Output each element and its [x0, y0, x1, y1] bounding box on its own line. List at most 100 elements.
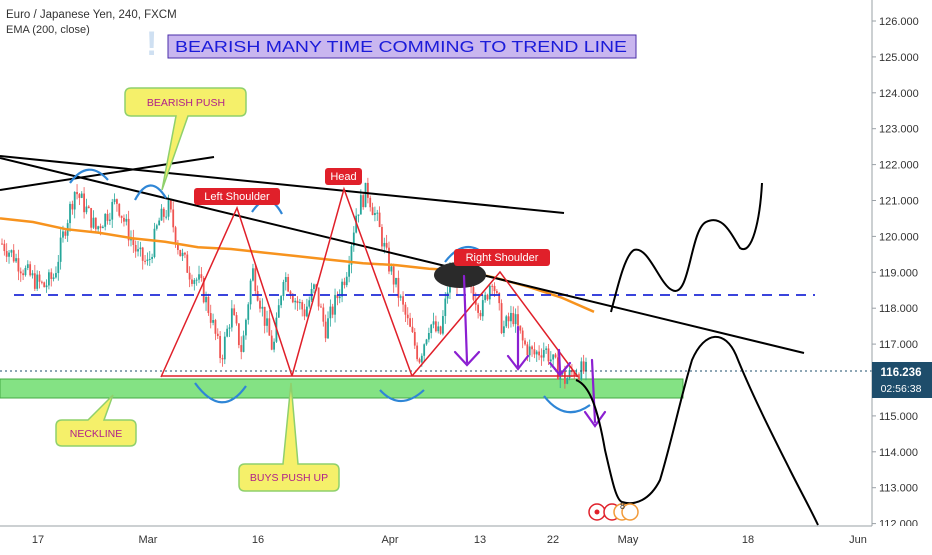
candle-body: [334, 294, 336, 315]
candle-body: [507, 316, 510, 322]
upper-trendline[interactable]: [0, 155, 565, 214]
event-badges[interactable]: 8: [588, 501, 639, 521]
lower-trendline[interactable]: [0, 157, 805, 354]
candle-body: [146, 259, 149, 262]
time-label: 17: [32, 534, 44, 546]
candle-body: [303, 309, 306, 317]
candle-body: [416, 345, 419, 360]
candle-body: [193, 280, 196, 284]
candle-body: [266, 318, 268, 326]
candle-body: [167, 200, 170, 217]
title-banner[interactable]: [167, 34, 637, 59]
right-shoulder-label: Right Shoulder: [466, 252, 539, 264]
candle-body: [533, 349, 536, 355]
candle-body: [205, 296, 207, 303]
candle-body: [573, 372, 576, 376]
candle-body: [578, 374, 580, 380]
price-axis[interactable]: [872, 0, 932, 526]
candle-body: [409, 318, 411, 327]
candle-body: [514, 314, 517, 325]
candle-body: [348, 264, 351, 277]
head-tag[interactable]: [325, 168, 362, 185]
candlestick-series: [1, 177, 587, 389]
left-shoulder-tag[interactable]: [194, 188, 280, 205]
indicator-label[interactable]: EMA (200, close): [6, 24, 90, 36]
candle-body: [411, 326, 414, 333]
candle-body: [31, 273, 34, 276]
candle-body: [376, 212, 379, 214]
right-shoulder-tag[interactable]: [454, 249, 550, 266]
price-tick-label: 125.000: [879, 52, 919, 64]
candle-body: [582, 361, 585, 372]
candle-body: [528, 346, 531, 356]
candle-body: [392, 266, 395, 285]
candle-body: [94, 217, 97, 230]
candle-body: [484, 294, 487, 301]
candle-body: [369, 197, 372, 208]
candle-body: [200, 274, 203, 279]
candle-body: [245, 319, 247, 336]
candle-body: [162, 208, 165, 217]
candle-body: [43, 282, 46, 288]
candle-body: [120, 215, 123, 218]
head-pattern[interactable]: [291, 186, 413, 377]
candle-body: [252, 268, 254, 281]
candle-body: [48, 272, 50, 286]
candle-body: [69, 203, 71, 224]
candle-body: [259, 300, 261, 309]
candle-body: [402, 296, 404, 305]
candle-body: [216, 333, 219, 337]
candle-body: [282, 282, 285, 297]
candle-body: [526, 344, 529, 356]
right-shoulder-pattern[interactable]: [411, 270, 579, 378]
candle-body: [341, 281, 343, 297]
neckline-callout[interactable]: [55, 394, 137, 447]
alt-projection-curve: [610, 182, 763, 313]
candle-body: [566, 378, 569, 384]
candle-body: [212, 320, 214, 323]
candle-body: [12, 250, 15, 262]
candle-body: [505, 316, 508, 327]
price-tick-label: 117.000: [879, 339, 918, 351]
candle-body: [397, 277, 400, 298]
candle-body: [233, 308, 236, 316]
buys-push-up-callout[interactable]: [238, 382, 340, 492]
left-shoulder-pattern[interactable]: [160, 205, 293, 378]
candle-body: [104, 213, 107, 227]
candle-body: [172, 209, 175, 228]
exclaim-mark: !: [146, 25, 157, 63]
candle-body: [155, 225, 158, 229]
rising-trendline[interactable]: [0, 156, 215, 191]
candle-body: [188, 272, 191, 280]
candle-body: [425, 339, 428, 345]
candle-body: [144, 260, 146, 262]
price-tick-label: 120.000: [879, 231, 919, 243]
candle-body: [99, 226, 102, 229]
candle-body: [125, 218, 128, 222]
candle-body: [118, 203, 121, 216]
candle-body: [383, 242, 386, 247]
candle-body: [413, 332, 416, 346]
candle-body: [132, 238, 135, 245]
symbol-title[interactable]: Euro / Japanese Yen, 240, FXCM: [6, 9, 177, 21]
candle-body: [29, 264, 32, 276]
candle-body: [404, 304, 407, 315]
event-badge-count: 8: [620, 501, 625, 511]
candle-body: [202, 278, 205, 303]
price-tick-label: 113.000: [879, 483, 918, 495]
time-label: May: [618, 534, 639, 546]
candle-body: [568, 370, 571, 379]
candle-body: [338, 296, 341, 299]
candle-body: [73, 192, 76, 210]
candle-body: [385, 242, 388, 248]
time-axis[interactable]: [0, 526, 932, 550]
candle-body: [519, 325, 522, 331]
candle-body: [366, 182, 369, 198]
bearish-push-callout[interactable]: [124, 87, 247, 191]
candle-body: [343, 281, 346, 286]
candle-body: [45, 285, 48, 288]
candle-body: [38, 274, 41, 282]
candle-body: [10, 250, 13, 253]
current-price-tag: [872, 362, 932, 398]
